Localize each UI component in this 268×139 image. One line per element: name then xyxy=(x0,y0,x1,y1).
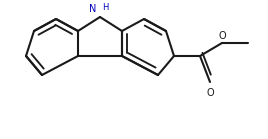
Text: H: H xyxy=(102,3,108,12)
Text: O: O xyxy=(206,88,214,98)
Text: O: O xyxy=(218,31,226,41)
Text: N: N xyxy=(89,4,96,14)
